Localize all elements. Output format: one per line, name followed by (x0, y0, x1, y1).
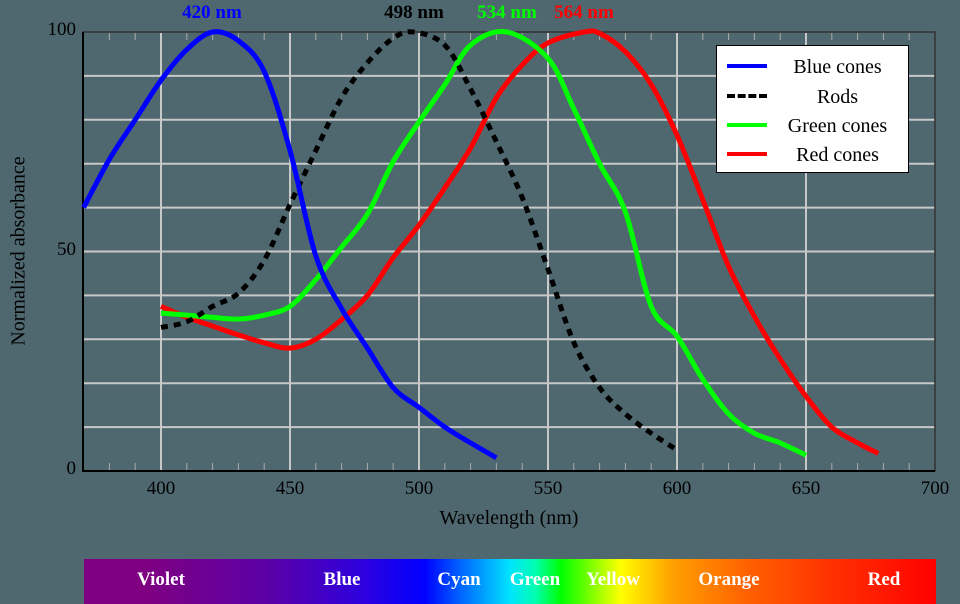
y-tick-0: 0 (66, 457, 77, 479)
legend-swatch-green (727, 123, 767, 127)
band-yellow: Yellow (586, 569, 640, 590)
y-axis-label: Normalized absorbance (7, 156, 30, 346)
x-tick-650: 650 (791, 478, 821, 499)
red-cones-curve (160, 28, 880, 456)
green-cones-curve (160, 29, 808, 458)
band-orange: Orange (698, 569, 760, 590)
rods-curve (160, 29, 679, 453)
x-tick-550: 550 (533, 478, 563, 499)
grid-lines (84, 33, 935, 471)
x-tick-500: 500 (404, 478, 434, 499)
x-tick-700: 700 (920, 478, 950, 499)
blue-cones-curve (81, 29, 498, 460)
legend-item-blue-cones: Blue cones (717, 52, 908, 82)
band-violet: Violet (137, 569, 185, 590)
peak-label-red: 564 nm (554, 2, 614, 23)
peak-label-green: 534 nm (477, 2, 537, 23)
legend-label: Blue cones (793, 56, 882, 78)
legend-label: Green cones (787, 115, 888, 137)
legend-swatch-rods (727, 94, 767, 98)
legend-item-rods: Rods (717, 82, 908, 112)
x-tick-600: 600 (662, 478, 692, 499)
legend: Blue cones Rods Green cones Red cones (716, 45, 909, 173)
legend-swatch-red (727, 152, 767, 156)
legend-item-green-cones: Green cones (717, 111, 908, 141)
peak-label-rods: 498 nm (384, 2, 444, 23)
band-green: Green (509, 569, 561, 590)
band-blue: Blue (323, 569, 361, 590)
legend-label: Red cones (796, 144, 879, 166)
visible-spectrum-bar: Violet Blue Cyan Green Yellow Orange Red (84, 559, 936, 604)
y-tick-50: 50 (57, 238, 76, 260)
legend-swatch-blue (727, 64, 767, 68)
peak-label-blue: 420 nm (182, 2, 242, 23)
x-axis-label: Wavelength (nm) (439, 507, 579, 529)
x-tick-450: 450 (275, 478, 305, 499)
axis-ticks (108, 33, 910, 471)
band-red: Red (867, 569, 901, 590)
curves (81, 28, 880, 460)
band-cyan: Cyan (437, 569, 481, 590)
legend-item-red-cones: Red cones (717, 140, 908, 170)
x-tick-400: 400 (146, 478, 176, 499)
legend-label: Rods (816, 86, 859, 108)
y-tick-100: 100 (47, 18, 77, 40)
